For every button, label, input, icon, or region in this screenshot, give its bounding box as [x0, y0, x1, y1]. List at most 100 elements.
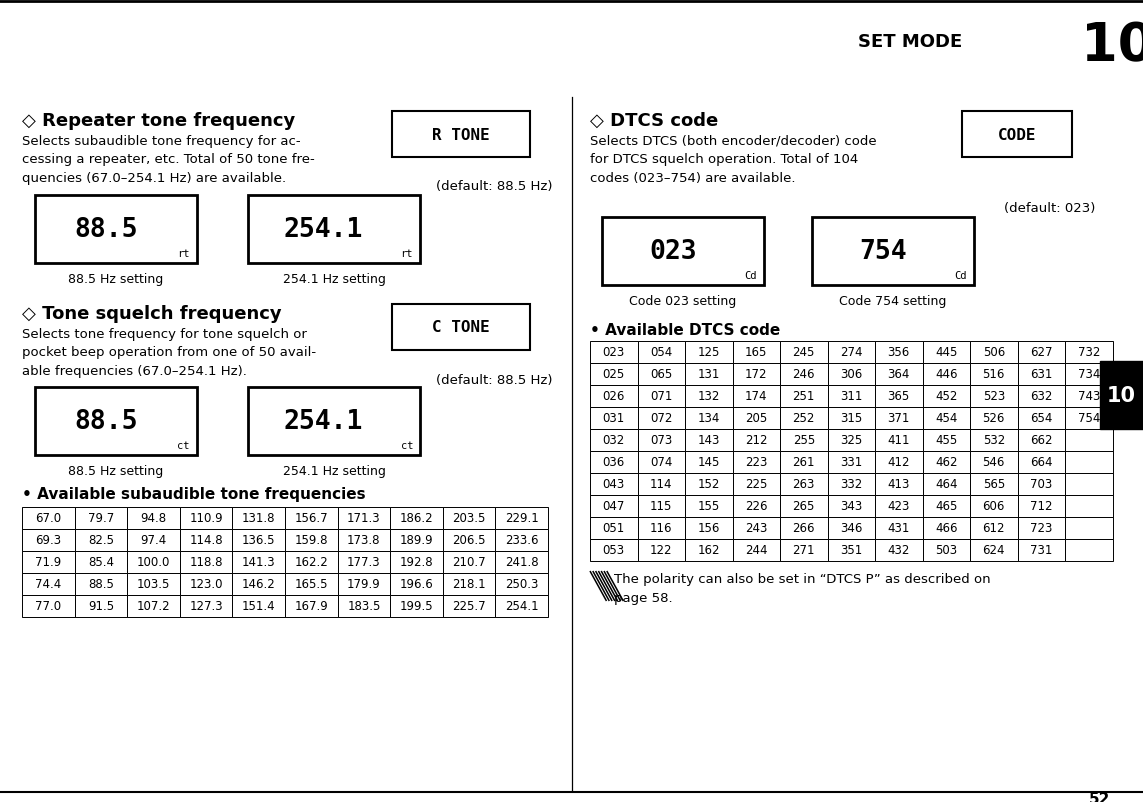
Text: 423: 423 — [888, 500, 910, 512]
Text: 631: 631 — [1030, 368, 1053, 381]
Bar — [970, 386, 1017, 407]
Bar — [1065, 363, 1112, 386]
Text: 254.1 Hz setting: 254.1 Hz setting — [282, 273, 385, 286]
Text: 165: 165 — [745, 346, 767, 359]
Bar — [780, 429, 828, 452]
Bar — [127, 508, 179, 529]
Text: 516: 516 — [983, 368, 1005, 381]
Text: 233.6: 233.6 — [505, 534, 538, 547]
Bar — [685, 539, 733, 561]
Bar — [685, 429, 733, 452]
Text: 723: 723 — [1030, 522, 1053, 535]
Bar — [390, 595, 442, 618]
Bar — [285, 595, 337, 618]
Bar — [179, 529, 232, 551]
Text: Cd: Cd — [954, 270, 967, 281]
Text: 026: 026 — [602, 390, 625, 403]
Bar — [442, 551, 495, 573]
Text: 413: 413 — [888, 478, 910, 491]
Bar — [962, 111, 1072, 158]
Bar — [590, 517, 638, 539]
Bar — [828, 496, 876, 517]
Bar — [590, 342, 638, 363]
Bar — [442, 508, 495, 529]
Text: 031: 031 — [602, 412, 625, 425]
Bar — [1065, 539, 1112, 561]
Text: 85.4: 85.4 — [88, 556, 114, 569]
Text: ct: ct — [177, 440, 190, 451]
Bar — [390, 551, 442, 573]
Bar — [390, 573, 442, 595]
Text: 79.7: 79.7 — [88, 512, 114, 525]
Bar — [590, 386, 638, 407]
Bar — [337, 551, 390, 573]
Bar — [970, 342, 1017, 363]
Text: 173.8: 173.8 — [347, 534, 381, 547]
Bar — [1065, 452, 1112, 473]
Bar — [495, 573, 547, 595]
Bar — [876, 342, 922, 363]
Text: 131: 131 — [697, 368, 720, 381]
Bar — [828, 363, 876, 386]
Text: 152: 152 — [697, 478, 720, 491]
Bar — [590, 407, 638, 429]
Text: ◇ DTCS code: ◇ DTCS code — [590, 111, 718, 130]
Bar — [638, 363, 685, 386]
Text: 189.9: 189.9 — [400, 534, 433, 547]
Text: 364: 364 — [888, 368, 910, 381]
Text: 67.0: 67.0 — [35, 512, 62, 525]
Bar — [337, 573, 390, 595]
Text: 122: 122 — [650, 544, 672, 557]
Bar — [179, 573, 232, 595]
Text: The polarity can also be set in “DTCS P” as described on
page 58.: The polarity can also be set in “DTCS P”… — [614, 573, 991, 604]
Text: 205: 205 — [745, 412, 767, 425]
Bar — [733, 473, 780, 496]
Bar — [495, 529, 547, 551]
Bar — [232, 508, 285, 529]
Text: 047: 047 — [602, 500, 625, 512]
Bar — [74, 573, 127, 595]
Text: 172: 172 — [745, 368, 767, 381]
Bar — [685, 496, 733, 517]
Bar — [127, 573, 179, 595]
Text: 654: 654 — [1030, 412, 1053, 425]
Text: 315: 315 — [840, 412, 862, 425]
Text: 254.1: 254.1 — [283, 217, 363, 243]
Text: 325: 325 — [840, 434, 862, 447]
Text: 051: 051 — [602, 522, 625, 535]
Bar — [876, 386, 922, 407]
Bar — [390, 508, 442, 529]
Bar — [590, 363, 638, 386]
Bar — [828, 386, 876, 407]
Text: 115: 115 — [650, 500, 672, 512]
Bar — [1065, 496, 1112, 517]
Text: 271: 271 — [792, 544, 815, 557]
Bar — [780, 473, 828, 496]
Bar — [1065, 473, 1112, 496]
Text: 97.4: 97.4 — [141, 534, 167, 547]
Text: 10: 10 — [1081, 20, 1143, 72]
Bar — [590, 452, 638, 473]
Bar — [35, 196, 197, 264]
Text: • Available DTCS code: • Available DTCS code — [590, 322, 781, 338]
Bar — [970, 539, 1017, 561]
Text: 177.3: 177.3 — [347, 556, 381, 569]
Bar — [733, 496, 780, 517]
Text: 69.3: 69.3 — [35, 534, 62, 547]
Text: 612: 612 — [983, 522, 1005, 535]
Text: 131.8: 131.8 — [242, 512, 275, 525]
Text: 103.5: 103.5 — [137, 577, 170, 591]
Text: 266: 266 — [792, 522, 815, 535]
Text: 246: 246 — [792, 368, 815, 381]
Text: 356: 356 — [888, 346, 910, 359]
Text: rt: rt — [177, 249, 190, 259]
Text: 82.5: 82.5 — [88, 534, 114, 547]
Bar — [876, 517, 922, 539]
Bar — [285, 529, 337, 551]
Text: 743: 743 — [1078, 390, 1100, 403]
Bar — [495, 595, 547, 618]
Text: Code 754 setting: Code 754 setting — [839, 294, 946, 308]
Bar — [638, 473, 685, 496]
Bar — [876, 452, 922, 473]
Text: 210.7: 210.7 — [453, 556, 486, 569]
